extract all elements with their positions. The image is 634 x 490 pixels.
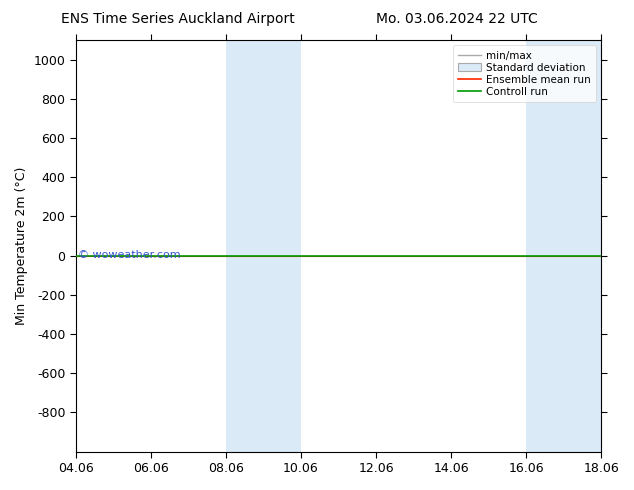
Text: ENS Time Series Auckland Airport: ENS Time Series Auckland Airport (61, 12, 294, 26)
Bar (526, 40, 601, 452)
Text: Mo. 03.06.2024 22 UTC: Mo. 03.06.2024 22 UTC (375, 12, 538, 26)
Legend: min/max, Standard deviation, Ensemble mean run, Controll run: min/max, Standard deviation, Ensemble me… (453, 46, 596, 102)
Bar (226, 40, 301, 452)
Y-axis label: Min Temperature 2m (°C): Min Temperature 2m (°C) (15, 167, 28, 325)
Text: © woweather.com: © woweather.com (78, 250, 180, 260)
